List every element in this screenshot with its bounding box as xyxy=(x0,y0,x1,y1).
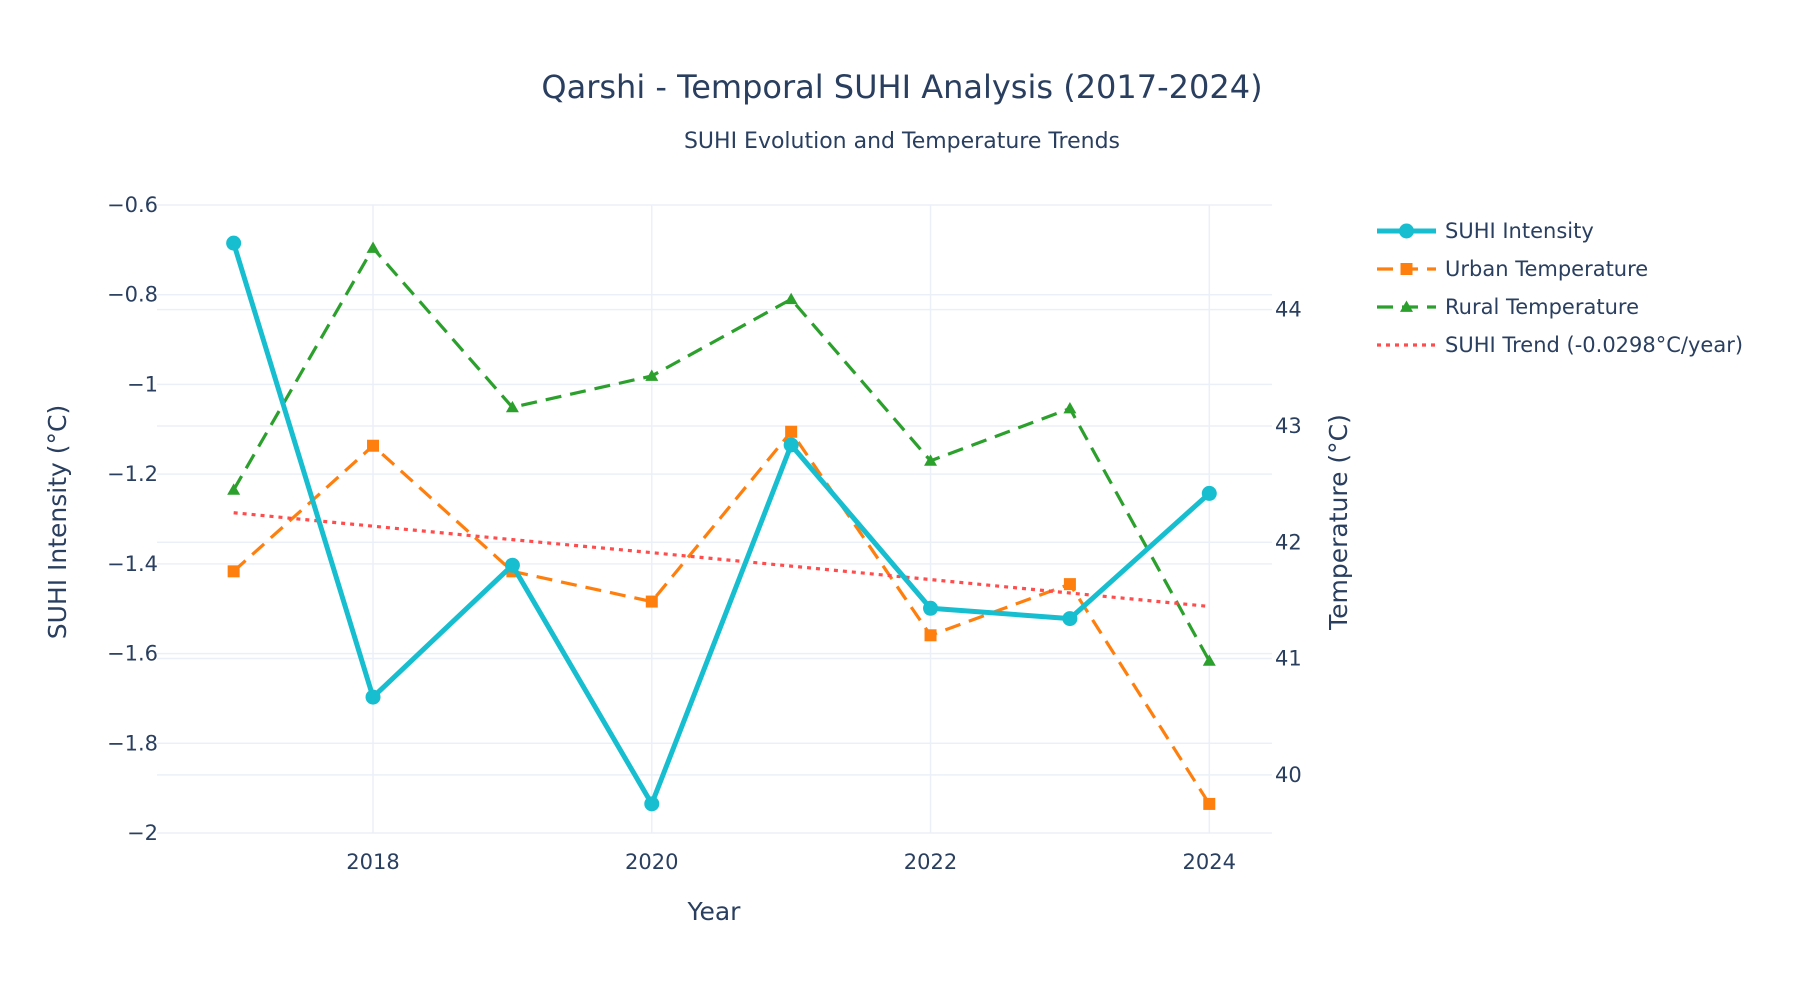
data-point-urban-temperature xyxy=(227,565,240,578)
legend-label: Rural Temperature xyxy=(1445,295,1639,319)
data-point-suhi-intensity xyxy=(365,689,381,705)
series-line-suhi-intensity xyxy=(231,242,1211,807)
data-point-suhi-intensity xyxy=(1062,611,1078,627)
legend-label: Urban Temperature xyxy=(1445,257,1648,281)
x-tick-label: 2022 xyxy=(904,850,957,874)
data-point-rural-temperature xyxy=(366,241,380,253)
data-point-urban-temperature xyxy=(367,439,380,452)
data-point-rural-temperature xyxy=(784,292,798,305)
data-point-urban-temperature xyxy=(924,629,937,642)
data-point-suhi-intensity xyxy=(1201,485,1217,501)
series-line-urban-temperature xyxy=(232,430,1211,805)
legend: SUHI Intensity Urban Temperature Rural Tem… xyxy=(1377,219,1743,357)
chart-title: Qarshi - Temporal SUHI Analysis (2017-20… xyxy=(541,68,1262,106)
y-left-tick-label: −1.2 xyxy=(107,462,158,486)
data-point-rural-temperature xyxy=(1202,654,1216,666)
legend-swatch-marker xyxy=(1399,223,1414,239)
data-point-rural-temperature xyxy=(227,483,241,495)
chart-subtitle: SUHI Evolution and Temperature Trends xyxy=(684,129,1120,154)
data-point-suhi-intensity xyxy=(644,796,660,812)
y-left-tick-label: −1.6 xyxy=(107,642,158,666)
legend-item-urban-temperature: Urban Temperature xyxy=(1377,257,1648,281)
y-left-tick-label: −0.8 xyxy=(107,283,158,307)
series-suhi-intensity xyxy=(226,235,1217,812)
data-point-suhi-intensity xyxy=(504,557,520,573)
series-layer xyxy=(226,235,1217,812)
legend-item-suhi-intensity: SUHI Intensity xyxy=(1377,219,1594,243)
series-suhi-trend-0-0298-c-year xyxy=(233,511,1210,609)
y-right-tick-label: 43 xyxy=(1275,414,1302,438)
data-point-urban-temperature xyxy=(645,595,658,608)
data-point-rural-temperature xyxy=(645,369,659,381)
data-point-urban-temperature xyxy=(1203,797,1216,810)
axes: 2018 2020 2022 2024 −2 −1.8 −1.6 −1.4 −1.2 −1 −0.8… xyxy=(107,193,1302,874)
series-line-suhi-trend-0-0298-c-year xyxy=(233,511,1210,609)
data-point-rural-temperature xyxy=(505,400,519,413)
legend-item-rural-temperature: Rural Temperature xyxy=(1377,295,1639,319)
y-right-tick-label: 44 xyxy=(1275,298,1302,322)
legend-item-suhi-trend-0-0298-c-year: SUHI Trend (-0.0298°C/year) xyxy=(1377,333,1743,357)
x-axis-title: Year xyxy=(687,897,742,926)
y-right-tick-label: 42 xyxy=(1275,530,1302,554)
y-left-axis-title: SUHI Intensity (°C) xyxy=(43,405,72,640)
series-rural-temperature xyxy=(227,241,1216,666)
y-right-tick-label: 40 xyxy=(1275,763,1302,787)
x-tick-label: 2024 xyxy=(1183,850,1236,874)
y-right-axis-title: Temperature (°C) xyxy=(1324,414,1353,631)
data-point-rural-temperature xyxy=(924,454,938,466)
y-left-tick-label: −1.4 xyxy=(107,552,158,576)
legend-label: SUHI Intensity xyxy=(1445,219,1594,243)
y-right-tick-label: 41 xyxy=(1275,647,1302,671)
y-left-tick-label: −0.6 xyxy=(107,193,158,217)
legend-swatch-marker xyxy=(1400,300,1413,312)
y-left-tick-label: −1 xyxy=(127,372,158,396)
x-tick-label: 2018 xyxy=(346,850,399,874)
y-left-tick-label: −2 xyxy=(127,821,158,845)
data-point-urban-temperature xyxy=(785,425,798,438)
data-point-suhi-intensity xyxy=(923,600,939,616)
series-line-rural-temperature xyxy=(232,246,1211,662)
legend-swatch-marker xyxy=(1400,263,1413,275)
data-point-suhi-intensity xyxy=(226,235,242,251)
x-tick-label: 2020 xyxy=(625,850,678,874)
data-point-suhi-intensity xyxy=(783,437,799,453)
grid xyxy=(157,204,1272,834)
data-point-urban-temperature xyxy=(1063,578,1076,591)
data-point-rural-temperature xyxy=(1063,402,1077,414)
legend-label: SUHI Trend (-0.0298°C/year) xyxy=(1445,333,1743,357)
y-left-tick-label: −1.8 xyxy=(107,731,158,755)
